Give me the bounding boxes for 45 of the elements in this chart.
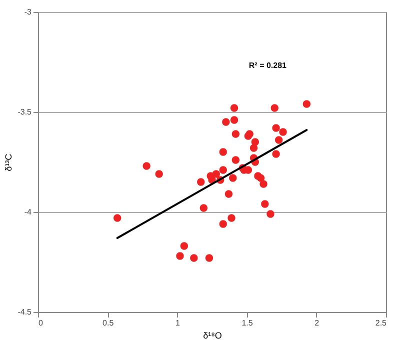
point xyxy=(272,150,280,158)
point xyxy=(229,174,237,182)
x-tick-label: 0.5 xyxy=(102,318,114,328)
point xyxy=(302,100,311,108)
x-tick-label: 2.5 xyxy=(375,318,388,328)
point xyxy=(260,180,268,188)
y-axis-title: δ¹³C xyxy=(4,153,14,172)
y-tick-label: -4 xyxy=(24,208,32,216)
annotation: R² = 0.281 xyxy=(248,61,288,70)
point xyxy=(113,214,122,222)
point xyxy=(270,104,279,112)
point xyxy=(279,128,287,136)
point xyxy=(219,220,228,228)
point xyxy=(219,166,228,174)
x-axis-title: δ¹⁸O xyxy=(203,330,222,340)
point xyxy=(212,170,220,178)
point xyxy=(232,130,240,138)
point xyxy=(180,242,188,250)
point xyxy=(224,190,233,198)
point xyxy=(219,148,228,156)
y-tick-label: -4.5 xyxy=(18,308,32,316)
point xyxy=(232,156,240,164)
point xyxy=(155,170,163,178)
point xyxy=(230,104,238,112)
x-tick-label: 1 xyxy=(175,318,180,328)
point xyxy=(261,200,269,208)
x-tick-label: 0 xyxy=(38,318,44,328)
point xyxy=(176,252,184,260)
point xyxy=(266,210,274,218)
point xyxy=(205,254,214,262)
y-tick-label: -3 xyxy=(24,8,32,16)
x-tick-label: 2 xyxy=(314,318,320,328)
point xyxy=(196,178,205,186)
point xyxy=(272,124,280,132)
point xyxy=(222,118,230,126)
x-tick-label: 1.5 xyxy=(242,318,254,328)
point xyxy=(200,204,208,212)
point xyxy=(274,136,283,144)
point xyxy=(142,162,150,170)
point xyxy=(190,254,198,262)
point xyxy=(230,116,238,124)
y-tick-label: -3.5 xyxy=(18,108,32,116)
point xyxy=(228,214,236,222)
point xyxy=(256,174,265,182)
point xyxy=(251,138,260,146)
